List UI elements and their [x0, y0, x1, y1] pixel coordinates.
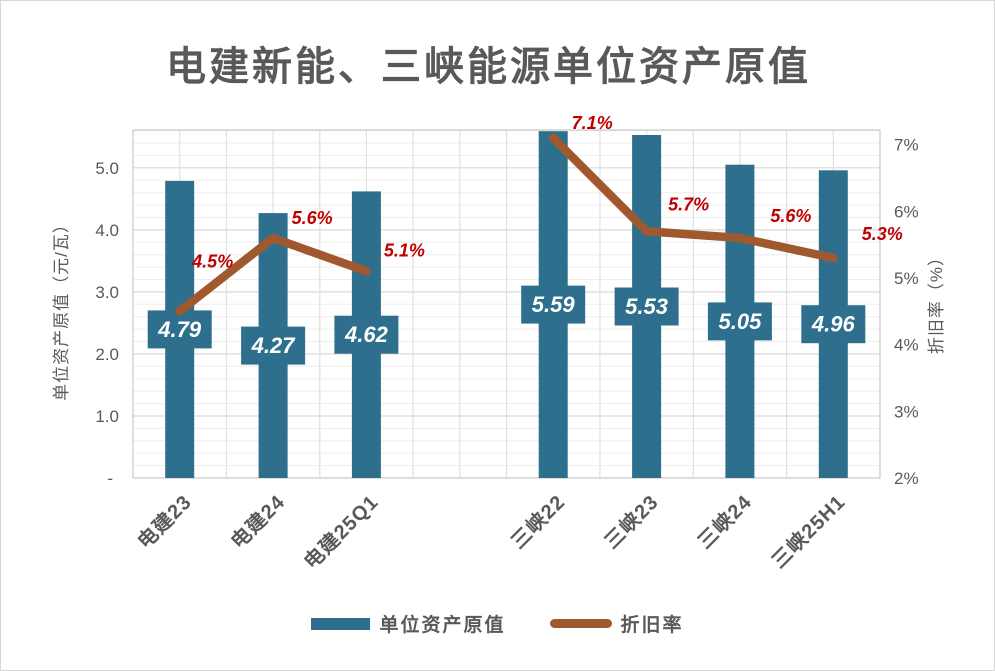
line-point-label: 5.6%	[770, 206, 811, 226]
x-axis-category-label: 三峡24	[693, 490, 757, 554]
bar-value-label-box	[521, 285, 586, 324]
line-point-label: 5.7%	[668, 194, 709, 214]
bar-value-label-box	[614, 287, 679, 326]
y-axis-right-tick: 6%	[894, 202, 919, 221]
plot-border	[132, 129, 881, 479]
y-axis-right-tick: 2%	[894, 469, 919, 488]
bar-value-label: 5.05	[718, 309, 762, 334]
x-axis-category-label: 三峡22	[506, 490, 570, 554]
y-axis-left-tick: 2.0	[95, 345, 119, 364]
legend-bar-label: 单位资产原值	[379, 615, 506, 636]
legend-item-depreciation-rate: 折旧率	[549, 610, 684, 637]
bar-value-label-box	[334, 315, 399, 354]
y-axis-left-tick: -	[107, 469, 113, 488]
bar-value-label: 5.53	[625, 294, 668, 319]
bar-value-label: 4.96	[811, 312, 856, 337]
legend-item-unit-asset-value: 单位资产原值	[311, 610, 505, 637]
x-axis-category-label: 三峡25H1	[767, 490, 850, 573]
y-axis-right-title: 折旧率（%）	[927, 248, 946, 354]
bar-value-label-box	[801, 305, 866, 344]
y-axis-left-tick: 4.0	[95, 221, 119, 240]
chart-title: 电建新能、三峡能源单位资产原值	[166, 45, 811, 89]
x-axis-category-label: 三峡23	[599, 490, 663, 554]
line-point-label: 5.1%	[384, 240, 425, 260]
bar-value-label: 4.27	[251, 333, 297, 358]
line-point-label: 4.5%	[191, 251, 233, 271]
depreciation-line	[548, 133, 838, 263]
line-point-label: 7.1%	[572, 113, 613, 133]
x-axis-category-label: 电建24	[226, 490, 290, 554]
legend: 单位资产原值 折旧率	[1, 610, 994, 637]
bar-value-label-box	[241, 326, 306, 365]
line-point-label: 5.6%	[292, 208, 333, 228]
y-axis-left-tick: 1.0	[95, 407, 119, 426]
legend-bar-swatch	[311, 617, 371, 630]
line-point-label: 5.3%	[862, 224, 903, 244]
bar-value-label-box	[707, 302, 772, 341]
bar-value-label: 4.62	[344, 322, 389, 347]
y-axis-right-tick: 5%	[894, 269, 919, 288]
y-axis-right-tick: 4%	[894, 336, 919, 355]
legend-line-swatch	[549, 619, 612, 628]
bar-value-label-box	[147, 310, 212, 349]
y-axis-right-tick: 7%	[894, 136, 919, 155]
y-axis-left-tick: 3.0	[95, 283, 119, 302]
depreciation-line	[175, 233, 371, 316]
y-axis-left-tick: 5.0	[95, 159, 119, 178]
bar-value-label: 5.59	[532, 292, 576, 317]
bar-value-label: 4.79	[157, 317, 202, 342]
y-axis-right-tick: 3%	[894, 402, 919, 421]
x-axis-category-label: 电建25Q1	[299, 490, 383, 574]
legend-line-label: 折旧率	[620, 615, 684, 636]
y-axis-left-title: 单位资产原值（元/瓦）	[52, 215, 71, 401]
x-axis-category-label: 电建23	[132, 490, 196, 554]
